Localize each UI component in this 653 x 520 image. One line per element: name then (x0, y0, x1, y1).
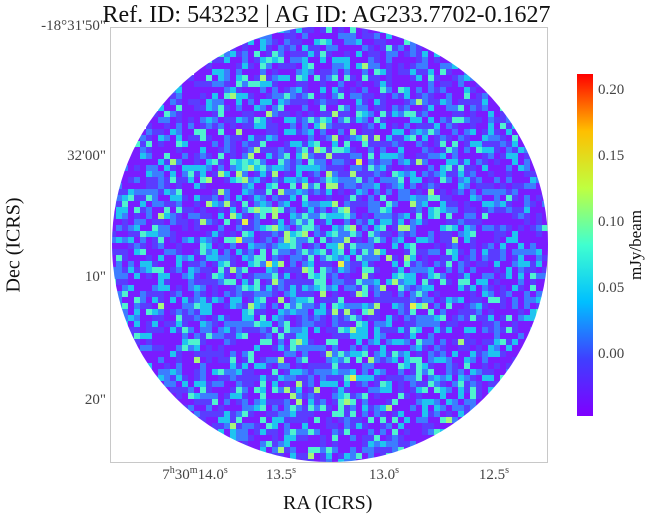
x-tick-label: 13.5s (265, 465, 297, 483)
y-tick-label: 32'00" (67, 148, 106, 164)
intensity-map (112, 27, 548, 462)
colorbar-tick-label: 0.05 (598, 280, 625, 296)
x-axis-title: RA (ICRS) (283, 492, 373, 514)
colorbar-tick-label: 0.00 (598, 346, 625, 362)
y-axis-title: Dec (ICRS) (2, 197, 25, 293)
x-tick-label: 13.0s (368, 465, 400, 483)
y-tick-label: -18°31'50" (41, 18, 106, 34)
colorbar-tick-label: 0.20 (598, 82, 625, 98)
y-tick-label: 20" (84, 392, 106, 408)
colorbar (577, 74, 593, 416)
figure-title: Ref. ID: 543232 | AG ID: AG233.7702-0.16… (102, 2, 551, 28)
colorbar-label: mJy/beam (626, 210, 645, 280)
x-tick-label: 12.5s (478, 465, 510, 483)
x-tick-label: 7h30m14.0s (162, 465, 228, 483)
colorbar-tick-label: 0.15 (598, 148, 625, 164)
noise-pixels (112, 27, 548, 462)
colorbar-tick-label: 0.10 (598, 214, 625, 230)
y-tick-label: 10" (84, 269, 106, 285)
